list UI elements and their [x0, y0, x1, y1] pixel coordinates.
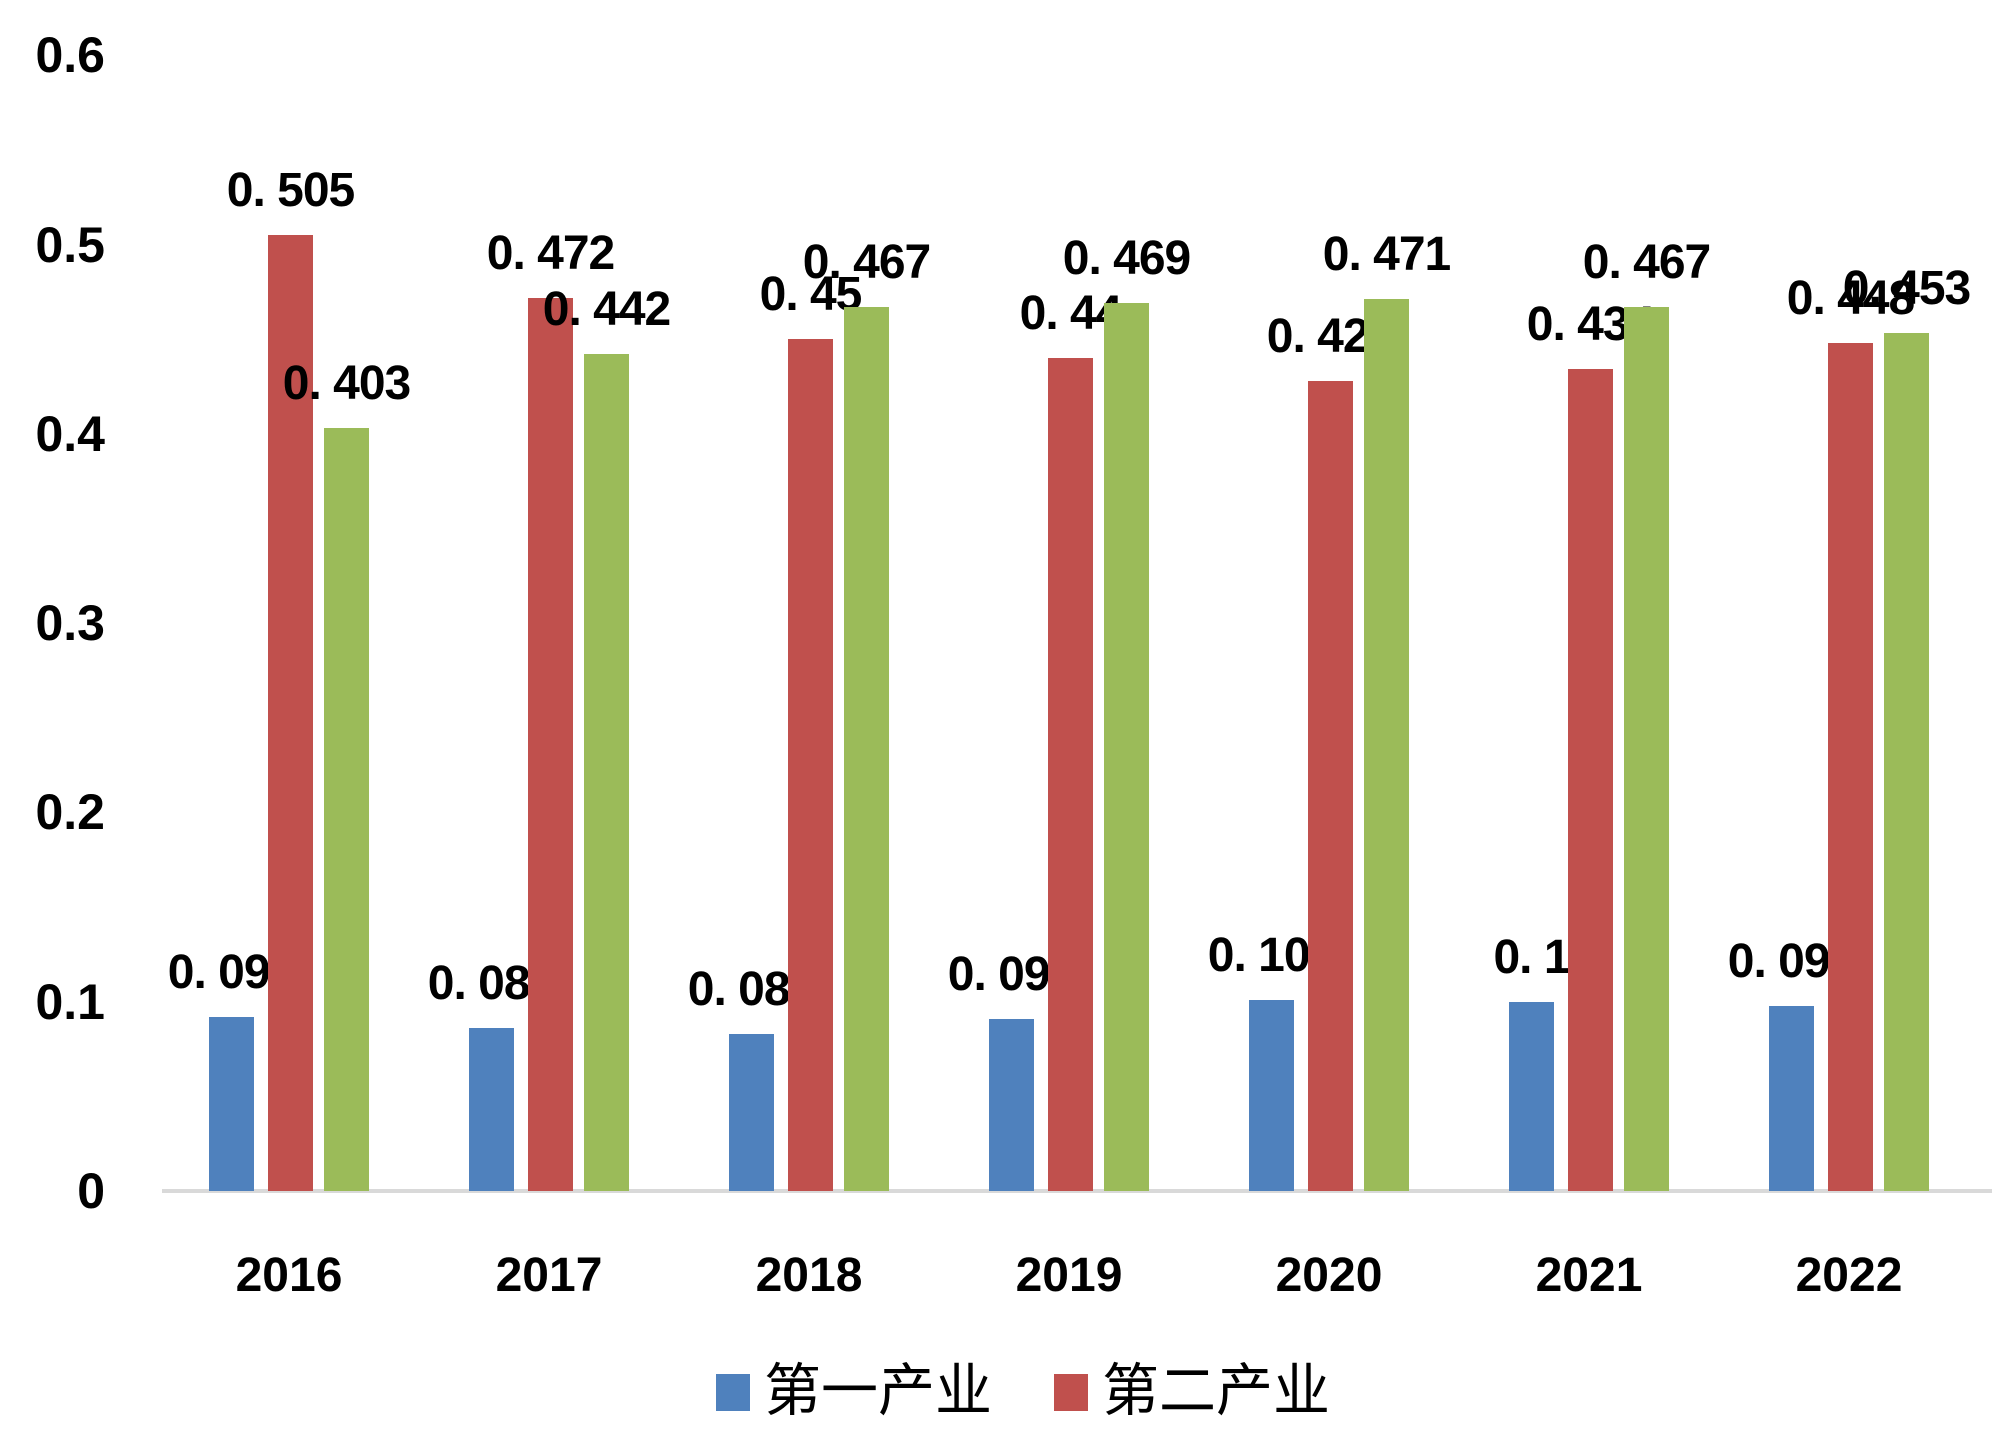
y-tick-label: 0.2: [35, 784, 105, 841]
x-tick-label-2022: 2022: [1795, 1249, 1903, 1302]
x-tick-label-2016: 2016: [235, 1249, 343, 1302]
bar-series1-2020: [1249, 999, 1294, 1191]
value-label: 0. 467: [1582, 235, 1711, 289]
value-label: 0. 442: [542, 283, 671, 337]
bar-series3-2021: [1624, 306, 1669, 1191]
bar-series1-2017: [469, 1028, 514, 1191]
legend-swatch-icon: [1054, 1373, 1088, 1411]
x-axis-line: [162, 1189, 1992, 1193]
bar-series2-2022: [1828, 342, 1873, 1191]
bar-series2-2019: [1048, 358, 1093, 1191]
bar-series2-2016: [268, 235, 313, 1191]
y-tick-label: 0.4: [35, 405, 105, 462]
value-label: 0. 403: [282, 357, 411, 411]
y-tick-label: 0.1: [35, 973, 105, 1030]
x-tick-label-2020: 2020: [1275, 1249, 1383, 1302]
y-tick-label: 0.5: [35, 216, 105, 273]
value-label: 0. 469: [1062, 232, 1191, 286]
value-label: 0. 505: [226, 164, 355, 218]
bar-series3-2019: [1104, 303, 1149, 1191]
legend-item-2: 第二产业: [1054, 1358, 1330, 1426]
bar-series1-2016: [209, 1016, 254, 1191]
bar-series1-2022: [1769, 1005, 1814, 1191]
bar-series1-2018: [729, 1033, 774, 1191]
legend: 第一产业 第二产业: [716, 1358, 1330, 1426]
legend-item-1: 第一产业: [716, 1358, 992, 1426]
y-tick-label: 0.6: [35, 27, 105, 84]
x-tick-label-2018: 2018: [755, 1249, 863, 1302]
value-label: 0. 448: [1786, 271, 1915, 325]
y-tick-label: 0.3: [35, 595, 105, 652]
legend-label: 第一产业: [764, 1360, 992, 1423]
bar-series2-2018: [788, 339, 833, 1191]
value-label: 0. 471: [1322, 228, 1451, 282]
bar-series3-2022: [1884, 333, 1929, 1191]
value-label: 0. 467: [802, 235, 931, 289]
bar-series3-2020: [1364, 299, 1409, 1191]
value-label: 0. 472: [486, 226, 615, 280]
legend-swatch-icon: [716, 1373, 750, 1411]
bar-series2-2020: [1308, 380, 1353, 1191]
value-label: 0. 1: [1493, 930, 1570, 984]
x-tick-label-2021: 2021: [1535, 1249, 1643, 1302]
x-tick-label-2019: 2019: [1015, 1249, 1123, 1302]
value-label: 0. 453: [1842, 262, 1971, 316]
bar-series2-2021: [1568, 369, 1613, 1191]
y-tick-label: 0: [77, 1163, 105, 1219]
legend-label: 第二产业: [1102, 1360, 1330, 1423]
bar-series3-2018: [844, 306, 889, 1191]
bar-series3-2016: [324, 428, 369, 1191]
bar-series3-2017: [584, 354, 629, 1191]
bar-series2-2017: [528, 297, 573, 1191]
bar-series1-2021: [1509, 1001, 1554, 1191]
x-tick-label-2017: 2017: [495, 1249, 603, 1302]
bar-series1-2019: [989, 1018, 1034, 1191]
